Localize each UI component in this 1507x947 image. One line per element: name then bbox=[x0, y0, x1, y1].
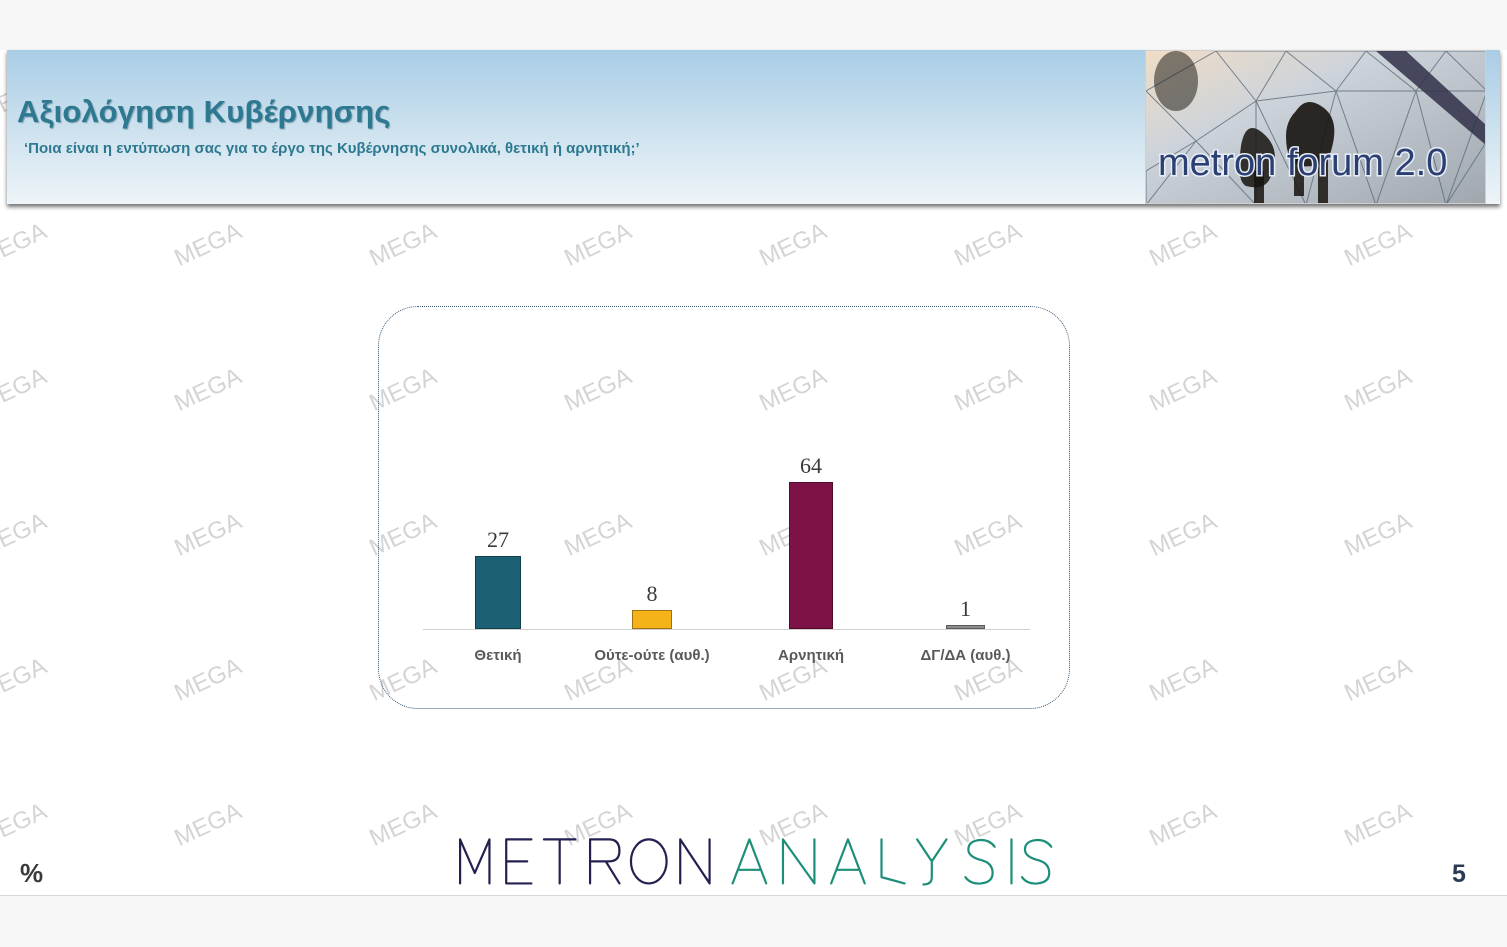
svg-text:metron forum 2.0: metron forum 2.0 bbox=[1158, 142, 1447, 184]
